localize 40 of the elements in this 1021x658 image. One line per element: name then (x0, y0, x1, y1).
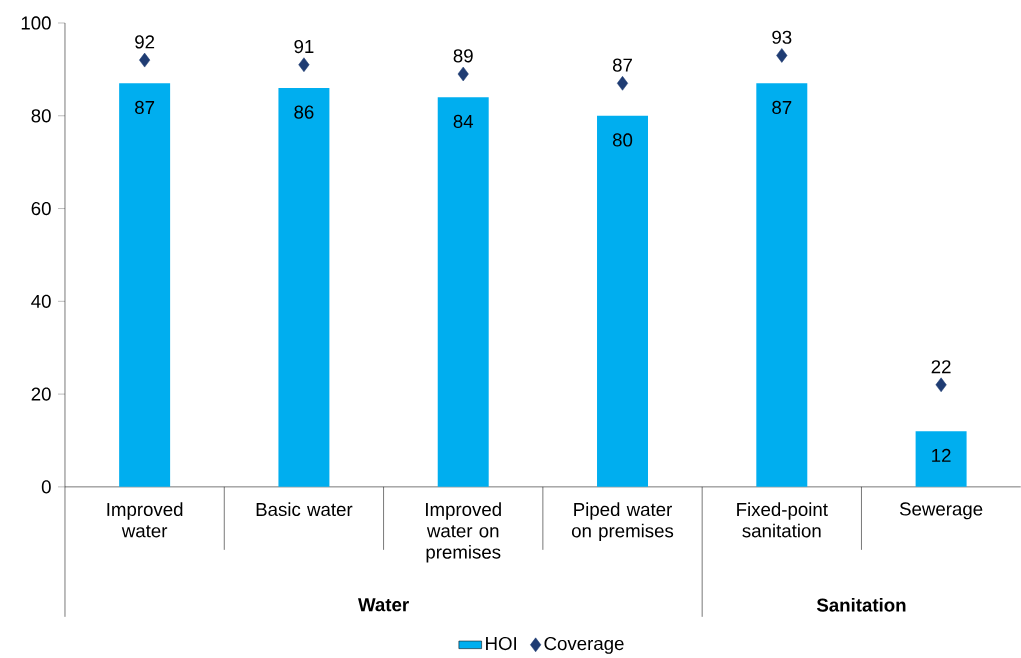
data-label: 22 (931, 360, 951, 374)
data-label: 91 (294, 39, 314, 54)
x-tick-label: Improved water (107, 502, 183, 538)
x-tick-label: Fixed-point sanitation (737, 502, 828, 538)
data-label: 87 (772, 100, 792, 115)
data-label: 92 (135, 35, 155, 49)
bar (915, 431, 967, 487)
legend-label: Coverage (544, 636, 624, 654)
y-tick-label: 40 (31, 294, 51, 308)
bar (437, 97, 489, 487)
text: Water (358, 598, 409, 612)
bar (756, 83, 808, 487)
x-tick-label: Improved water on premises (426, 502, 501, 563)
y-tick-label: 60 (31, 201, 51, 216)
data-label: 80 (612, 133, 633, 147)
point (617, 75, 629, 91)
text: Sanitation (816, 597, 906, 612)
x-tick-label: Sewerage (899, 502, 983, 520)
data-label: 93 (772, 30, 792, 44)
point (139, 52, 151, 68)
bar (278, 87, 330, 487)
data-label: 87 (135, 100, 155, 115)
bar (597, 115, 648, 487)
y-tick-label: 100 (21, 16, 51, 30)
data-label: 12 (932, 448, 951, 462)
point (298, 57, 310, 72)
bar (119, 83, 171, 487)
point (457, 66, 469, 82)
point (935, 377, 947, 393)
y-tick-label: 80 (31, 109, 51, 123)
data-label: 84 (453, 114, 474, 128)
point (776, 48, 788, 63)
data-label: 87 (612, 58, 632, 72)
x-tick-label: Piped water on premises (571, 502, 674, 542)
y-tick-label: 20 (31, 387, 51, 401)
y-tick-label: 0 (41, 480, 51, 494)
data-label: 86 (294, 105, 314, 119)
legend-label: HOI (486, 636, 517, 651)
data-label: 89 (453, 49, 473, 63)
x-tick-label: Basic water (256, 502, 353, 517)
